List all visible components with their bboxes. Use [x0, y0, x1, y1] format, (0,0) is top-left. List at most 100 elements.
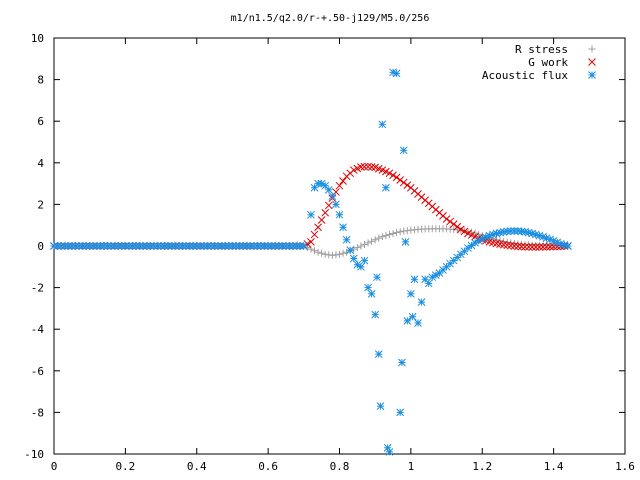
legend-marker	[588, 45, 596, 53]
data-point	[175, 242, 183, 250]
x-tick-label: 0.6	[258, 460, 278, 473]
data-point	[239, 242, 247, 250]
data-point	[246, 242, 255, 250]
data-point	[299, 242, 308, 250]
data-point	[542, 242, 551, 251]
data-point	[325, 251, 333, 259]
y-tick-label: -10	[24, 448, 44, 461]
data-point	[385, 231, 393, 239]
data-point	[67, 242, 76, 250]
legend-label: R stress	[515, 43, 568, 56]
data-point	[53, 242, 62, 250]
data-point	[203, 242, 212, 250]
data-point	[392, 173, 401, 182]
data-point	[357, 163, 365, 171]
data-point	[103, 242, 112, 250]
data-point	[324, 201, 333, 210]
data-point	[60, 242, 69, 250]
x-tick-label: 1.2	[472, 460, 492, 473]
data-point	[453, 222, 462, 231]
data-point	[360, 162, 369, 171]
data-point	[318, 249, 326, 257]
data-point	[342, 235, 351, 244]
data-point	[389, 171, 397, 180]
data-point	[378, 233, 386, 241]
legend-marker	[588, 58, 596, 66]
data-point	[399, 146, 408, 155]
y-tick-label: 0	[37, 240, 44, 253]
data-point	[396, 228, 404, 236]
legend-marker	[588, 71, 596, 79]
y-tick-label: -8	[31, 406, 44, 419]
data-point	[317, 216, 326, 224]
data-point	[564, 242, 572, 250]
data-point	[164, 242, 173, 250]
data-point	[528, 243, 537, 251]
data-point	[500, 237, 508, 245]
data-point	[401, 237, 410, 246]
data-point	[332, 200, 340, 209]
data-point	[398, 358, 406, 367]
data-point	[417, 298, 426, 307]
data-point	[376, 402, 385, 411]
data-point	[311, 247, 319, 255]
data-point	[524, 243, 533, 251]
x-tick-label: 1.4	[544, 460, 564, 473]
y-tick-label: -4	[31, 323, 45, 336]
y-tick-label: 8	[37, 74, 44, 87]
data-point	[328, 192, 337, 200]
data-point	[335, 210, 344, 219]
series-acoustic-flux	[50, 68, 572, 456]
data-point	[531, 243, 540, 251]
data-point	[378, 120, 387, 129]
legend-label: G work	[528, 56, 568, 69]
data-point	[385, 448, 394, 456]
data-point	[214, 242, 223, 250]
data-point	[336, 250, 343, 258]
data-point	[289, 242, 297, 250]
data-point	[89, 242, 98, 250]
data-point	[321, 250, 329, 258]
data-point	[396, 408, 405, 417]
data-point	[403, 181, 412, 190]
data-point	[314, 223, 322, 232]
data-point	[357, 262, 365, 271]
data-point	[414, 319, 422, 327]
data-point	[410, 275, 419, 284]
data-point	[456, 225, 465, 234]
data-point	[307, 237, 315, 246]
data-point	[517, 242, 526, 251]
data-point	[396, 176, 405, 184]
data-point	[449, 220, 458, 229]
data-point	[389, 230, 397, 238]
data-point	[150, 242, 158, 250]
data-point	[382, 232, 390, 240]
data-point	[385, 169, 394, 178]
data-point	[357, 242, 365, 250]
data-point	[343, 248, 351, 256]
data-point	[539, 243, 547, 251]
data-point	[408, 312, 417, 321]
data-point	[446, 217, 454, 226]
data-point	[328, 251, 336, 259]
data-point	[353, 244, 361, 252]
data-point	[339, 177, 347, 185]
data-point	[217, 242, 226, 250]
y-tick-label: -6	[31, 365, 44, 378]
data-point	[135, 242, 144, 250]
y-tick-label: 6	[37, 115, 44, 128]
data-point	[78, 242, 87, 250]
x-tick-label: 0	[51, 460, 58, 473]
data-point	[75, 242, 83, 250]
data-point	[382, 183, 390, 192]
y-tick-label: 2	[37, 198, 44, 211]
data-point	[200, 242, 208, 250]
x-tick-label: 1.6	[615, 460, 635, 473]
data-point	[407, 289, 415, 298]
data-point	[360, 240, 368, 248]
y-tick-label: -2	[31, 282, 44, 295]
data-point	[392, 69, 401, 78]
data-point	[167, 242, 176, 250]
y-tick-label: 10	[31, 32, 44, 45]
